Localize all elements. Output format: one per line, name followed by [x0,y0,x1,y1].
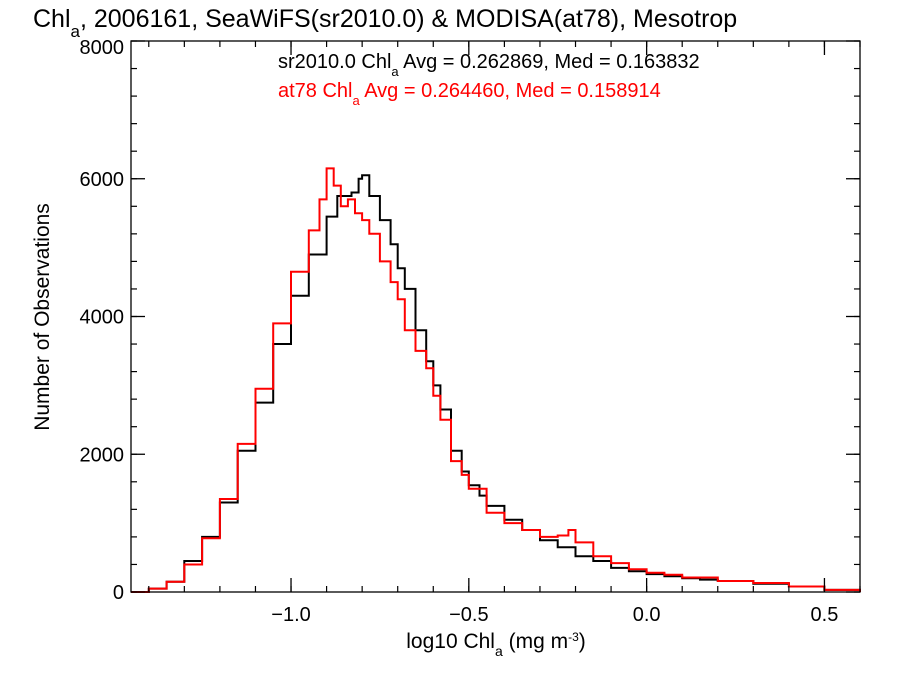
series-line-2 [131,167,861,593]
legend-entry-1: sr2010.0 Chla Avg = 0.262869, Med = 0.16… [278,51,700,79]
y-tick-label: 8000 [80,37,125,59]
x-tick-label: 0.0 [633,604,661,626]
y-tick-label: 6000 [80,169,125,191]
series-layer [131,167,861,593]
x-tick-label: −0.5 [449,604,488,626]
legend: sr2010.0 Chla Avg = 0.262869, Med = 0.16… [278,51,700,108]
x-tick-label: 0.5 [811,604,839,626]
y-tick-label: 0 [113,582,124,604]
legend-entry-2: at78 Chla Avg = 0.264460, Med = 0.158914 [278,80,661,108]
chart-title: Chla, 2006161, SeaWiFS(sr2010.0) & MODIS… [33,5,737,41]
y-tick-label: 2000 [80,444,125,466]
y-axis-label: Number of Observations [31,203,54,431]
x-tick-label: −1.0 [271,604,310,626]
axes: −1.0 −0.5 0.0 0.5 0 2000 4000 6000 8000 [80,37,861,626]
y-tick-label: 4000 [80,307,125,329]
x-axis-label: log10 Chla (mg m-3) [406,630,586,659]
